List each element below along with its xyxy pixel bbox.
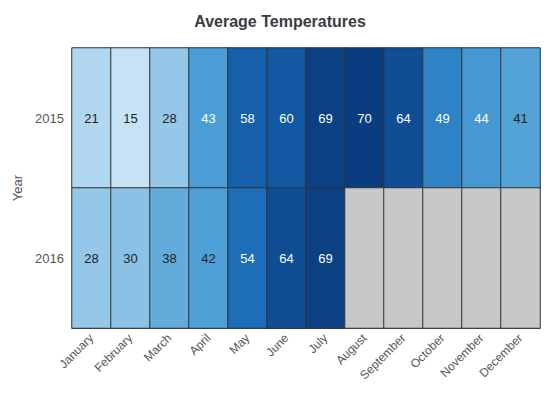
svg-text:July: July [305,331,330,356]
svg-text:September: September [357,331,408,382]
svg-text:64: 64 [396,111,410,126]
svg-text:April: April [187,331,214,358]
svg-text:Average Temperatures: Average Temperatures [194,13,366,30]
svg-text:October: October [407,331,448,372]
svg-text:69: 69 [318,111,332,126]
svg-text:21: 21 [84,111,98,126]
svg-text:January: January [56,331,97,372]
svg-text:March: March [141,331,174,364]
svg-text:December: December [476,331,525,380]
svg-text:June: June [263,331,292,360]
svg-text:Year: Year [10,174,25,201]
svg-text:2015: 2015 [35,111,64,126]
svg-text:November: November [437,331,487,381]
svg-text:69: 69 [318,251,332,266]
svg-text:41: 41 [513,111,527,126]
svg-text:60: 60 [279,111,293,126]
svg-text:64: 64 [279,251,293,266]
svg-text:February: February [92,331,136,375]
svg-text:28: 28 [162,111,176,126]
svg-text:August: August [333,331,370,368]
svg-text:42: 42 [201,251,215,266]
svg-text:49: 49 [435,111,449,126]
svg-text:30: 30 [123,251,137,266]
svg-text:70: 70 [357,111,371,126]
svg-text:2016: 2016 [35,251,64,266]
svg-text:15: 15 [123,111,137,126]
svg-text:May: May [227,331,253,357]
svg-text:38: 38 [162,251,176,266]
svg-text:54: 54 [240,251,254,266]
svg-text:28: 28 [84,251,98,266]
svg-text:58: 58 [240,111,254,126]
svg-text:43: 43 [201,111,215,126]
svg-text:44: 44 [474,111,488,126]
